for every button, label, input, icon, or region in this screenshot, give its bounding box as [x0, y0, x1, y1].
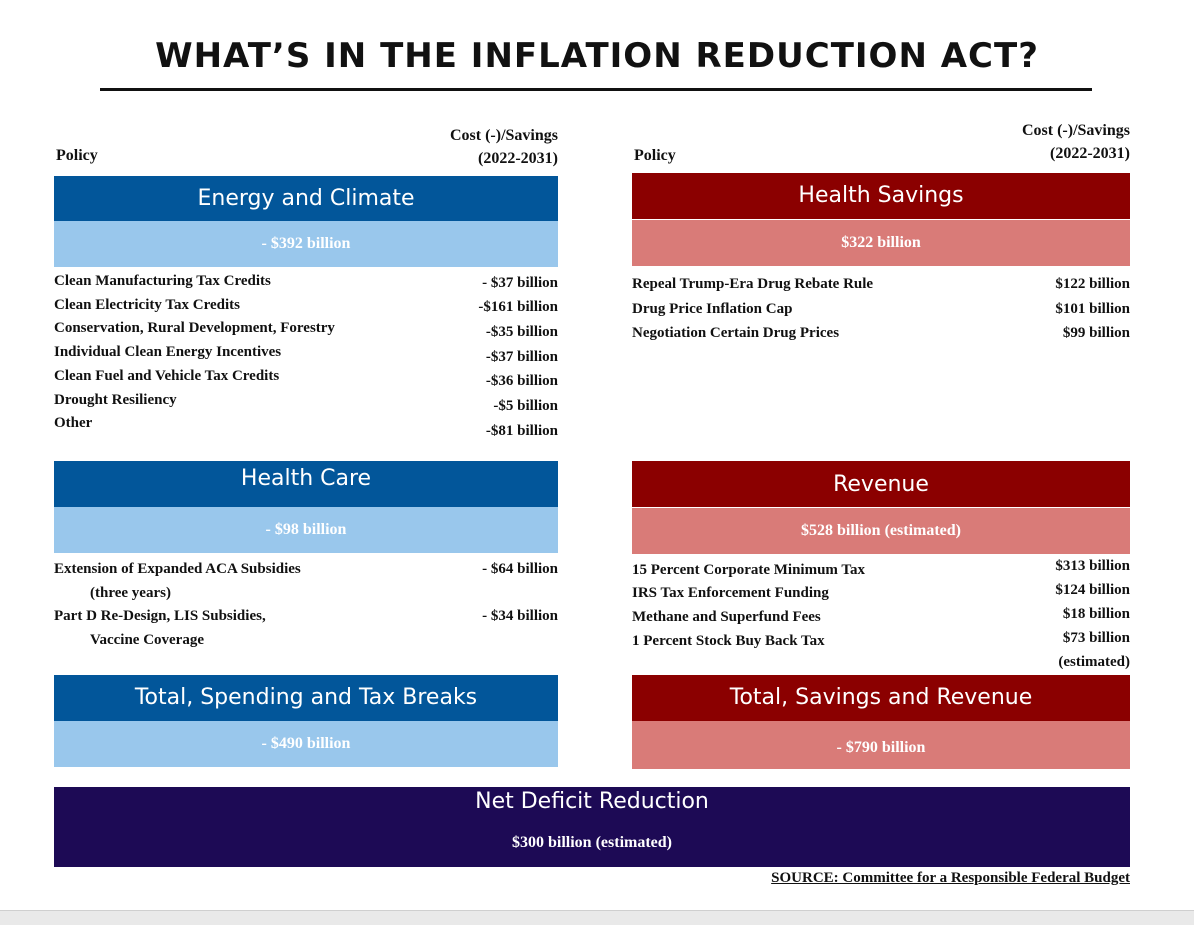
- health-savings-header: Health Savings: [632, 173, 1130, 219]
- revenue-item-value: $124 billion: [1055, 582, 1130, 598]
- energy-item-value: -$36 billion: [485, 373, 558, 389]
- health-care-total: - $98 billion: [54, 507, 558, 553]
- net-deficit-title: Net Deficit Reduction: [475, 789, 709, 814]
- energy-climate-total: - $392 billion: [54, 221, 558, 267]
- total-savings-total: - $790 billion: [632, 721, 1130, 769]
- revenue-item-label: Methane and Superfund Fees: [632, 609, 821, 625]
- energy-item-label: Individual Clean Energy Incentives: [54, 344, 282, 360]
- revenue-item-value: $313 billion: [1055, 558, 1130, 574]
- total-savings-header: Total, Savings and Revenue: [632, 675, 1130, 721]
- energy-item-value: -$161 billion: [478, 299, 558, 315]
- health-savings-item-label: Negotiation Certain Drug Prices: [632, 325, 840, 341]
- energy-item-value: -$5 billion: [493, 398, 558, 414]
- energy-item-value: -$37 billion: [485, 349, 558, 365]
- revenue-header: Revenue: [632, 461, 1130, 507]
- health-care-item-label-cont: (three years): [90, 585, 171, 601]
- health-savings-item-value: $122 billion: [1055, 276, 1130, 292]
- cost-header-left: Cost (-)/Savings (2022-2031): [450, 124, 558, 170]
- health-care-item-value: - $64 billion: [482, 561, 558, 577]
- health-savings-item-value: $101 billion: [1055, 301, 1130, 317]
- cost-header-right-line1: Cost (-)/Savings: [1021, 122, 1130, 139]
- energy-item-value: - $37 billion: [482, 275, 558, 291]
- energy-item-label: Conservation, Rural Development, Forestr…: [54, 320, 335, 336]
- energy-item-label: Clean Electricity Tax Credits: [54, 297, 240, 313]
- net-deficit-panel: [54, 787, 1130, 867]
- bottom-edge: [0, 910, 1194, 925]
- energy-item-label: Other: [54, 415, 93, 431]
- policy-header-left: Policy: [56, 147, 98, 164]
- revenue-item-value-note: (estimated): [1058, 654, 1130, 670]
- health-care-item-label: Extension of Expanded ACA Subsidies: [54, 561, 301, 577]
- health-savings-total: $322 billion: [632, 220, 1130, 266]
- energy-item-label: Clean Manufacturing Tax Credits: [54, 273, 271, 289]
- health-care-item-label: Part D Re-Design, LIS Subsidies,: [54, 608, 266, 624]
- health-savings-item-value: $99 billion: [1062, 325, 1130, 341]
- health-savings-item-label: Repeal Trump-Era Drug Rebate Rule: [632, 276, 874, 292]
- revenue-item-value: $18 billion: [1062, 606, 1130, 622]
- energy-item-label: Clean Fuel and Vehicle Tax Credits: [54, 368, 280, 384]
- revenue-item-label: 1 Percent Stock Buy Back Tax: [632, 633, 825, 649]
- revenue-item-label: IRS Tax Enforcement Funding: [632, 585, 829, 601]
- total-spending-total: - $490 billion: [54, 721, 558, 767]
- revenue-item-value: $73 billion: [1062, 630, 1130, 646]
- cost-header-right-line2: (2022-2031): [1050, 145, 1130, 162]
- total-spending-header: Total, Spending and Tax Breaks: [54, 675, 558, 721]
- cost-header-left-line1: Cost (-)/Savings: [449, 127, 558, 144]
- energy-item-label: Drought Resiliency: [54, 392, 177, 408]
- policy-header-right: Policy: [634, 147, 676, 164]
- health-savings-item-label: Drug Price Inflation Cap: [632, 301, 793, 317]
- page-title: WHAT’S IN THE INFLATION REDUCTION ACT?: [155, 36, 1039, 76]
- revenue-total: $528 billion (estimated): [632, 508, 1130, 554]
- health-care-header: Health Care: [54, 461, 558, 507]
- source-citation: SOURCE: Committee for a Responsible Fede…: [771, 870, 1130, 886]
- net-deficit-total: $300 billion (estimated): [512, 834, 672, 851]
- revenue-item-label: 15 Percent Corporate Minimum Tax: [632, 562, 866, 578]
- cost-header-right: Cost (-)/Savings (2022-2031): [1022, 119, 1130, 165]
- title-divider: [100, 88, 1092, 91]
- health-care-item-label-cont: Vaccine Coverage: [90, 632, 204, 648]
- cost-header-left-line2: (2022-2031): [478, 150, 558, 167]
- health-care-item-value: - $34 billion: [482, 608, 558, 624]
- energy-item-value: -$35 billion: [485, 324, 558, 340]
- energy-item-value: -$81 billion: [485, 423, 558, 439]
- energy-climate-header: Energy and Climate: [54, 176, 558, 222]
